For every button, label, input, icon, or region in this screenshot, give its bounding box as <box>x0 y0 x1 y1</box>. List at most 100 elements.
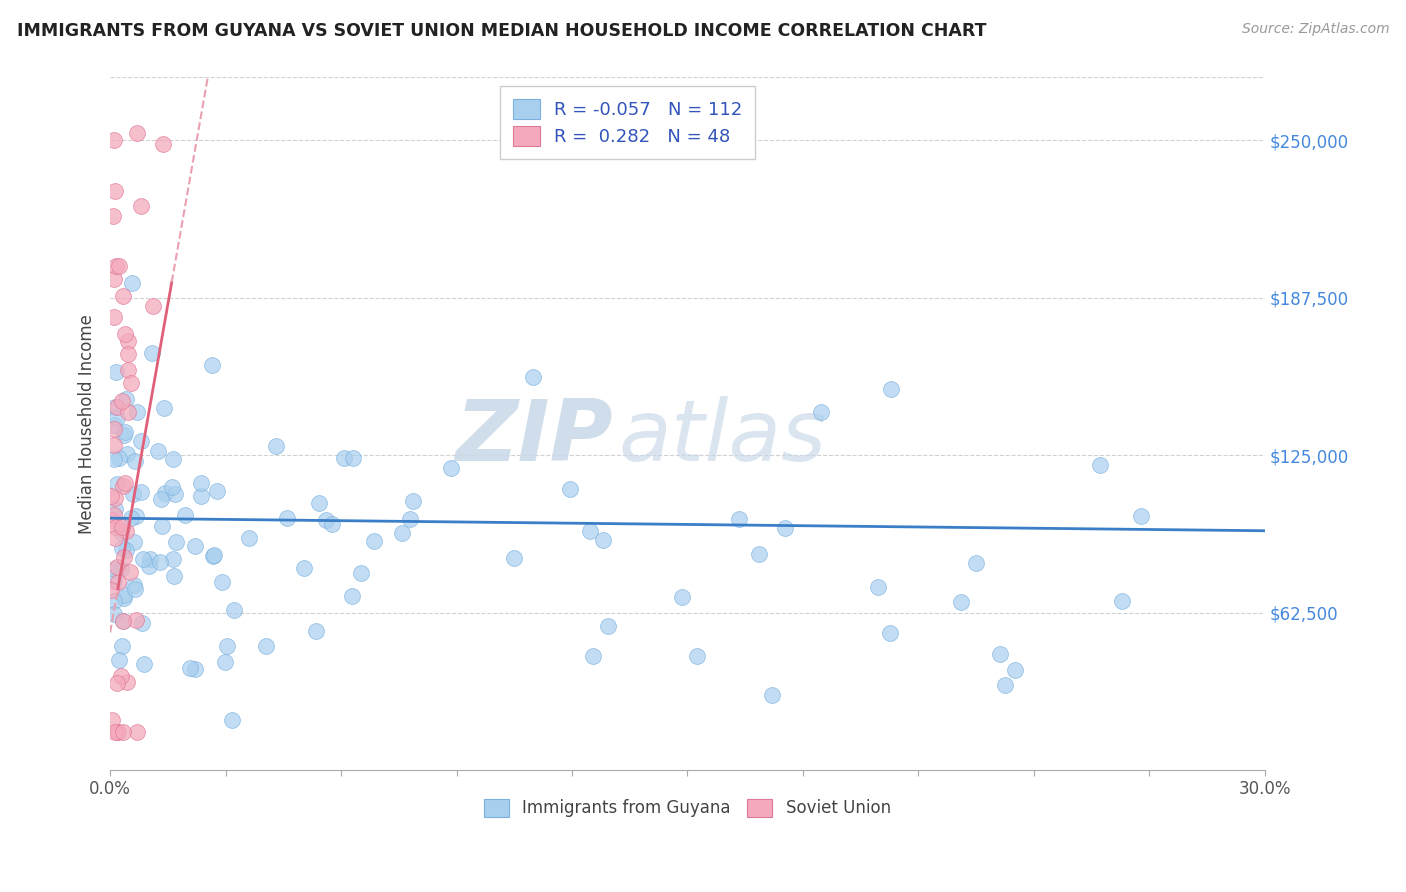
Point <box>321 516 343 531</box>
Point <box>104 365 127 379</box>
Point <box>134 657 156 671</box>
Text: IMMIGRANTS FROM GUYANA VS SOVIET UNION MEDIAN HOUSEHOLD INCOME CORRELATION CHART: IMMIGRANTS FROM GUYANA VS SOVIET UNION M… <box>17 22 987 40</box>
Point <box>103 133 125 147</box>
Point <box>153 486 176 500</box>
Point <box>103 418 125 433</box>
Point <box>114 425 136 440</box>
Point <box>103 508 125 523</box>
Point <box>124 453 146 467</box>
Point <box>110 669 132 683</box>
Point <box>112 428 135 442</box>
Point <box>522 370 544 384</box>
Point <box>1129 509 1152 524</box>
Point <box>131 615 153 630</box>
Point <box>120 510 142 524</box>
Point <box>101 513 124 527</box>
Point <box>129 199 152 213</box>
Point <box>107 652 129 666</box>
Point <box>503 550 526 565</box>
Point <box>150 518 173 533</box>
Point <box>105 520 128 534</box>
Point <box>671 590 693 604</box>
Point <box>1004 663 1026 677</box>
Point <box>107 575 129 590</box>
Point <box>100 489 122 503</box>
Y-axis label: Median Household Income: Median Household Income <box>79 314 96 533</box>
Point <box>598 619 620 633</box>
Point <box>202 548 225 562</box>
Point <box>104 531 127 545</box>
Point <box>101 713 124 727</box>
Point <box>775 521 797 535</box>
Point <box>120 565 142 579</box>
Point <box>103 310 125 324</box>
Point <box>104 260 127 274</box>
Point <box>163 569 186 583</box>
Point <box>163 487 186 501</box>
Point <box>112 289 135 303</box>
Point <box>560 482 582 496</box>
Point <box>103 574 125 589</box>
Point <box>142 299 165 313</box>
Point <box>184 661 207 675</box>
Point <box>222 603 245 617</box>
Point <box>107 725 129 739</box>
Point <box>138 559 160 574</box>
Point <box>129 434 152 448</box>
Point <box>125 613 148 627</box>
Point <box>103 562 125 576</box>
Point <box>149 556 172 570</box>
Point <box>211 575 233 590</box>
Point <box>761 688 783 702</box>
Point <box>122 487 145 501</box>
Point <box>880 382 903 396</box>
Point <box>114 326 136 341</box>
Point <box>114 542 136 557</box>
Point <box>146 444 169 458</box>
Point <box>100 583 122 598</box>
Point <box>162 451 184 466</box>
Point <box>150 491 173 506</box>
Point <box>350 566 373 580</box>
Point <box>115 524 138 538</box>
Point <box>105 725 128 739</box>
Point <box>868 580 890 594</box>
Point <box>579 524 602 538</box>
Point <box>122 577 145 591</box>
Point <box>112 614 135 628</box>
Point <box>104 400 127 414</box>
Point <box>111 394 134 409</box>
Legend: Immigrants from Guyana, Soviet Union: Immigrants from Guyana, Soviet Union <box>477 792 897 824</box>
Point <box>117 334 139 348</box>
Point <box>103 452 125 467</box>
Point <box>111 639 134 653</box>
Point <box>238 532 260 546</box>
Point <box>276 510 298 524</box>
Point <box>107 401 129 415</box>
Point <box>141 346 163 360</box>
Point <box>152 136 174 151</box>
Point <box>114 476 136 491</box>
Point <box>399 512 422 526</box>
Point <box>391 526 413 541</box>
Text: Source: ZipAtlas.com: Source: ZipAtlas.com <box>1241 22 1389 37</box>
Point <box>112 588 135 602</box>
Point <box>990 647 1012 661</box>
Point <box>125 725 148 739</box>
Point <box>305 624 328 639</box>
Point <box>266 439 288 453</box>
Point <box>115 447 138 461</box>
Point <box>1111 594 1133 608</box>
Point <box>107 260 129 274</box>
Point <box>120 376 142 391</box>
Point <box>115 675 138 690</box>
Point <box>103 607 125 621</box>
Point <box>110 561 132 575</box>
Point <box>174 508 197 522</box>
Point <box>127 405 149 419</box>
Point <box>153 401 176 416</box>
Point <box>217 639 239 653</box>
Point <box>125 126 148 140</box>
Point <box>104 501 127 516</box>
Point <box>112 591 135 606</box>
